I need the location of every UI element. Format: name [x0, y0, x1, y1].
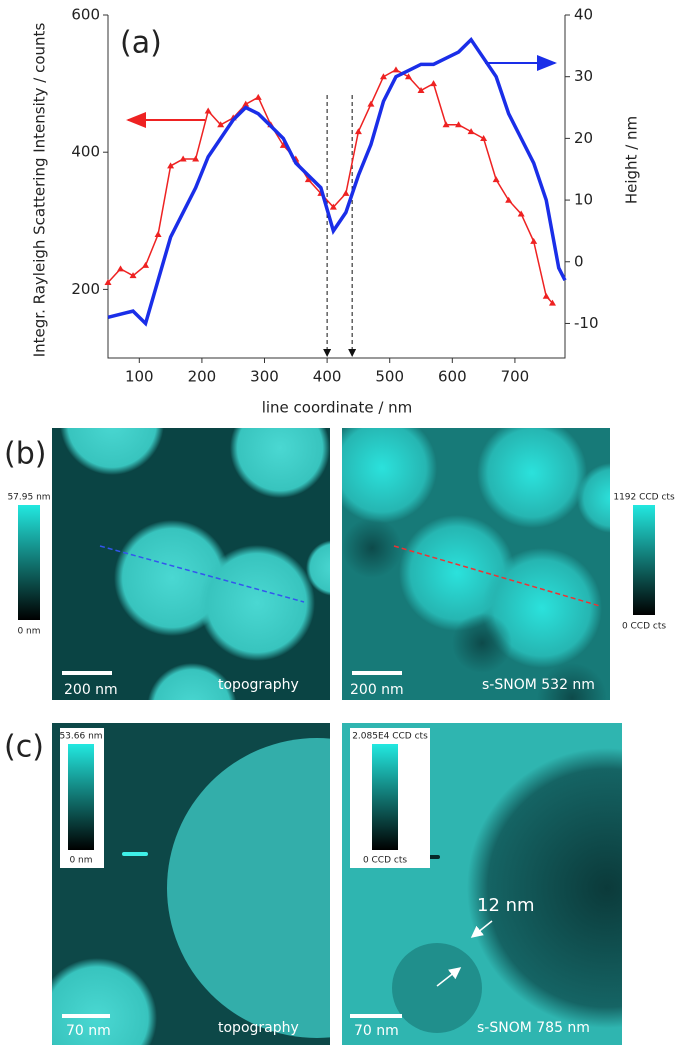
y-tick-label: 400: [71, 143, 100, 161]
colorbar-min: 0 nm: [17, 627, 40, 637]
x-tick-label: 200: [188, 368, 217, 386]
y2-tick-label: 0: [574, 252, 584, 270]
colorbar-max: 57.95 nm: [7, 493, 50, 503]
data-point: [542, 292, 550, 299]
x-tick-label: 500: [375, 368, 404, 386]
annotation: 12 nm: [477, 895, 535, 916]
data-point: [179, 155, 187, 162]
panel-label: (c): [4, 730, 44, 765]
snom-532-image: 200 nm s-SNOM 532 nm: [342, 428, 610, 700]
data-point: [505, 196, 513, 203]
data-point: [392, 66, 400, 73]
data-point: [204, 107, 212, 114]
data-point: [117, 265, 125, 272]
y-tick-label: 200: [71, 280, 100, 298]
scale-bar-label: 70 nm: [354, 1023, 399, 1039]
x-tick-label: 100: [125, 368, 154, 386]
data-point: [167, 162, 175, 169]
data-point: [154, 231, 162, 238]
data-point: [142, 261, 150, 268]
y2-tick-label: 40: [574, 6, 593, 24]
data-point: [517, 210, 525, 217]
y2-tick-label: 30: [574, 67, 593, 85]
colorbar-max: 53.66 nm: [59, 732, 102, 742]
snom-785-image: 2.085E4 CCD cts 0 CCD cts 12 nm 70 nm s-…: [342, 723, 622, 1045]
panel-label: (a): [120, 26, 162, 61]
topography-image-c: 53.66 nm 0 nm 70 nm topography: [52, 723, 330, 1045]
x-tick-label: 600: [438, 368, 467, 386]
data-point: [129, 272, 137, 279]
topography-image: 200 nm topography: [52, 428, 330, 700]
panel-b: (b) 57.95 nm 0 nm 200 nm topography: [4, 428, 675, 700]
x-tick-label: 300: [250, 368, 279, 386]
panel-c: (c) 53.66 nm 0 nm 70 nm topography 2.085…: [4, 723, 622, 1045]
data-point: [217, 121, 225, 128]
data-point: [329, 203, 337, 210]
colorbar: [18, 505, 40, 620]
y2-tick-label: 20: [574, 129, 593, 147]
data-point: [404, 73, 412, 80]
colorbar-min: 0 CCD cts: [363, 856, 407, 866]
colorbar-min: 0 nm: [69, 856, 92, 866]
colorbar-min: 0 CCD cts: [622, 622, 666, 632]
data-point: [480, 134, 488, 141]
data-point: [442, 121, 450, 128]
panel-label: (b): [4, 437, 46, 472]
data-point: [467, 128, 475, 135]
data-point: [254, 93, 262, 100]
data-point: [430, 80, 438, 87]
series-line: [107, 69, 554, 304]
colorbar-max: 1192 CCD cts: [613, 493, 675, 503]
image-caption: s-SNOM 785 nm: [477, 1020, 590, 1036]
x-tick-label: 400: [313, 368, 342, 386]
y-tick-label: 600: [71, 6, 100, 24]
x-tick-label: 700: [501, 368, 530, 386]
y2-tick-label: 10: [574, 191, 593, 209]
data-point: [492, 176, 500, 183]
series-line: [107, 36, 567, 327]
axis-frame: [107, 15, 566, 359]
data-point: [455, 121, 463, 128]
data-point: [530, 237, 538, 244]
data-point: [304, 176, 312, 183]
data-point: [417, 86, 425, 93]
data-point: [367, 100, 375, 107]
y2-axis-label: Height / nm: [623, 116, 641, 204]
image-caption: topography: [218, 1020, 299, 1036]
x-axis-label: line coordinate / nm: [262, 399, 413, 417]
image-caption: topography: [218, 677, 299, 693]
data-point: [279, 141, 287, 148]
scale-bar-label: 70 nm: [66, 1023, 111, 1039]
data-point: [104, 279, 112, 286]
colorbar: [633, 505, 655, 615]
image-caption: s-SNOM 532 nm: [482, 677, 595, 693]
data-point: [192, 155, 200, 162]
data-point: [342, 189, 350, 196]
scale-bar-label: 200 nm: [350, 682, 404, 698]
data-point: [548, 299, 556, 306]
data-point: [242, 100, 250, 107]
data-point: [354, 128, 362, 135]
chart-a: (a) line coordinate / nm Integr. Rayleig…: [31, 6, 641, 417]
scale-bar-label: 200 nm: [64, 682, 118, 698]
y2-tick-label: -10: [574, 314, 599, 332]
data-point: [379, 73, 387, 80]
y-axis-label: Integr. Rayleigh Scattering Intensity / …: [31, 23, 49, 358]
colorbar-max: 2.085E4 CCD cts: [352, 732, 428, 742]
